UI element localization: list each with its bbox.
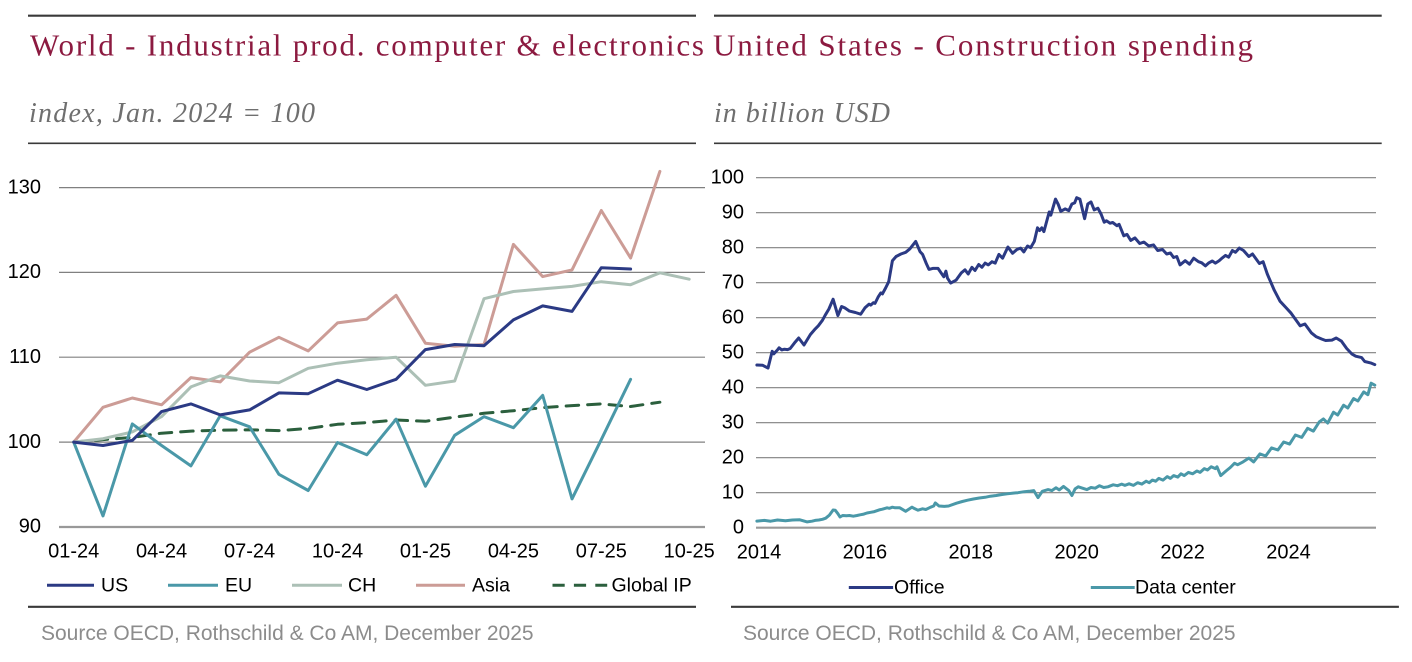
svg-text:Source OECD, Rothschild & Co A: Source OECD, Rothschild & Co AM, Decembe…: [743, 622, 1236, 645]
svg-text:2018: 2018: [949, 542, 994, 564]
svg-text:Data center: Data center: [1135, 577, 1236, 599]
svg-text:100: 100: [711, 166, 744, 188]
svg-text:Asia: Asia: [472, 575, 510, 597]
svg-text:100: 100: [8, 431, 41, 453]
svg-text:01-24: 01-24: [48, 541, 99, 563]
svg-text:2016: 2016: [843, 542, 888, 564]
svg-text:40: 40: [722, 376, 744, 398]
svg-text:US: US: [101, 575, 128, 597]
svg-text:130: 130: [8, 176, 41, 198]
svg-text:Global IP: Global IP: [612, 575, 692, 597]
svg-text:Office: Office: [894, 577, 945, 599]
svg-text:07-24: 07-24: [224, 541, 275, 563]
svg-text:index, Jan. 2024 = 100: index, Jan. 2024 = 100: [29, 98, 315, 129]
svg-text:10-25: 10-25: [664, 541, 715, 563]
svg-text:04-24: 04-24: [136, 541, 187, 563]
svg-text:110: 110: [9, 346, 41, 368]
svg-text:07-25: 07-25: [576, 541, 627, 563]
svg-text:Source OECD, Rothschild & Co A: Source OECD, Rothschild & Co AM, Decembe…: [41, 622, 534, 645]
svg-text:70: 70: [722, 271, 744, 293]
svg-text:World - Industrial prod. compu: World - Industrial prod. computer & elec…: [30, 28, 704, 63]
svg-text:2024: 2024: [1266, 542, 1311, 564]
svg-text:30: 30: [722, 411, 744, 433]
svg-text:2020: 2020: [1054, 542, 1099, 564]
svg-text:90: 90: [19, 516, 41, 538]
svg-text:in billion USD: in billion USD: [714, 98, 890, 129]
svg-text:80: 80: [722, 236, 744, 258]
svg-text:10-24: 10-24: [312, 541, 363, 563]
svg-text:2014: 2014: [737, 542, 782, 564]
svg-text:90: 90: [722, 201, 744, 223]
svg-text:United States - Construction s: United States - Construction spending: [713, 28, 1253, 63]
svg-text:2022: 2022: [1160, 542, 1205, 564]
svg-text:60: 60: [722, 306, 744, 328]
svg-text:CH: CH: [348, 575, 376, 597]
svg-text:EU: EU: [225, 575, 252, 597]
svg-text:10: 10: [722, 481, 744, 503]
svg-text:01-25: 01-25: [400, 541, 451, 563]
svg-text:50: 50: [722, 341, 744, 363]
svg-text:120: 120: [8, 261, 41, 283]
svg-text:04-25: 04-25: [488, 541, 539, 563]
svg-text:20: 20: [722, 446, 744, 468]
svg-text:0: 0: [733, 516, 744, 538]
